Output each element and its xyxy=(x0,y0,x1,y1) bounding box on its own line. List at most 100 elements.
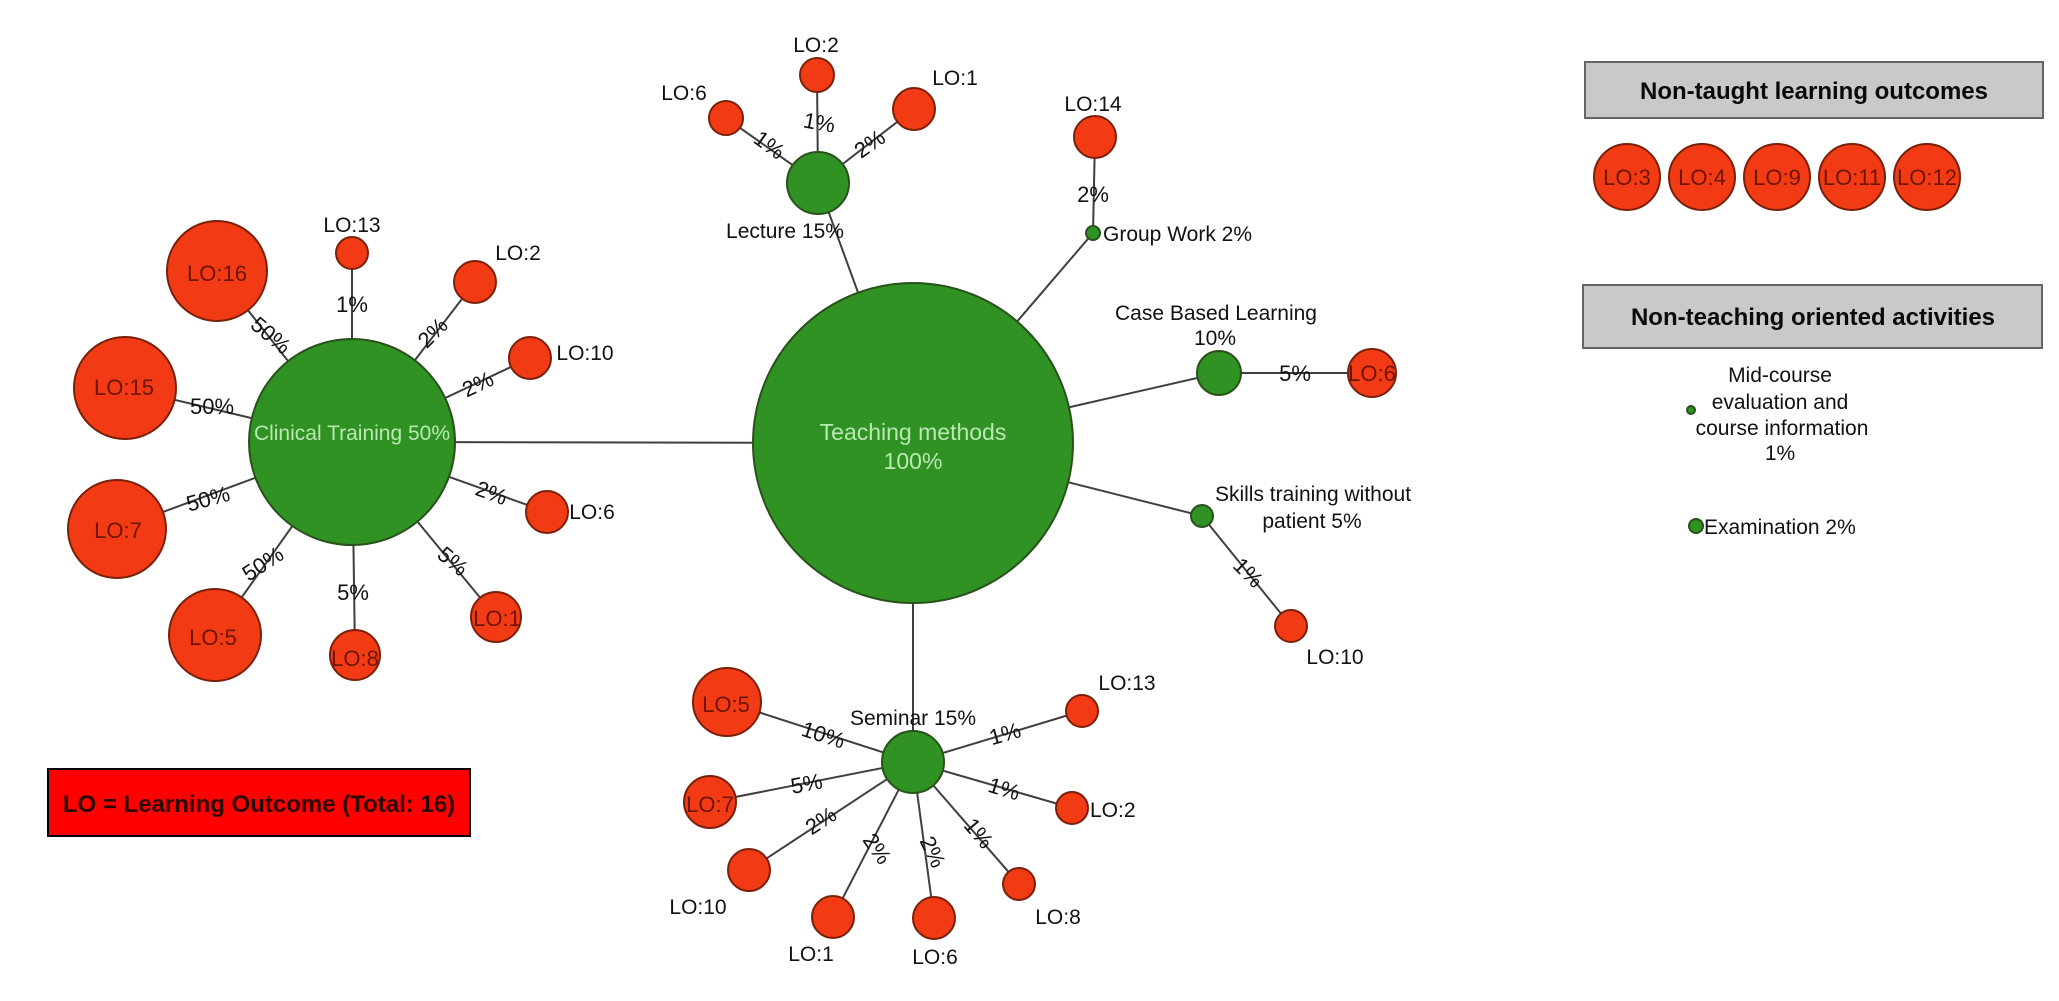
legend: LO = Learning Outcome (Total: 16) xyxy=(47,768,471,837)
label-lecture-lo1: LO:1 xyxy=(932,67,978,90)
node-clinical-lo10 xyxy=(508,336,552,380)
weight-lecture-lo1: 2% xyxy=(850,124,890,163)
node-teaching-methods xyxy=(752,282,1074,604)
label-nontaught-lo4: LO:4 xyxy=(1678,165,1726,190)
label-seminar-lo5: LO:5 xyxy=(702,692,750,717)
node-nontaught-lo9 xyxy=(1743,143,1811,211)
non-teaching-panel: Non-teaching oriented activities Mid-cou… xyxy=(1582,284,2043,539)
weight-seminar-lo8: 1% xyxy=(959,813,999,853)
label-nontaught-lo11: LO:11 xyxy=(1823,165,1881,190)
node-seminar-lo2 xyxy=(1055,791,1089,825)
label-seminar-lo10: LO:10 xyxy=(669,896,726,919)
label-seminar-lo7: LO:7 xyxy=(686,792,734,817)
label-teaching-methods-line1: Teaching methods xyxy=(820,419,1007,445)
node-seminar xyxy=(881,730,945,794)
node-lecture-lo6 xyxy=(708,100,744,136)
node-casebased-lo6 xyxy=(1347,348,1397,398)
label-group-work: Group Work 2% xyxy=(1103,223,1252,246)
edge-skills-lo10 xyxy=(1201,515,1292,627)
node-clinical-lo13 xyxy=(335,236,369,270)
node-lecture-lo2 xyxy=(799,57,835,93)
label-seminar-lo13: LO:13 xyxy=(1098,672,1155,695)
weight-casebased-lo6: 5% xyxy=(1279,361,1311,386)
weight-seminar-lo2: 1% xyxy=(985,772,1023,805)
label-nontaught-lo12: LO:12 xyxy=(1897,165,1957,190)
weight-seminar-lo6: 2% xyxy=(915,832,951,871)
weight-clinical-lo10: 2% xyxy=(458,366,497,402)
node-clinical-lo16 xyxy=(166,220,268,322)
label-clinical-lo13: LO:13 xyxy=(323,214,380,237)
node-seminar-lo5 xyxy=(692,667,762,737)
node-seminar-lo7 xyxy=(683,775,737,829)
label-lecture-lo2: LO:2 xyxy=(793,34,839,57)
non-teaching-header-label: Non-teaching oriented activities xyxy=(1631,304,1995,331)
label-skills-line2: patient 5% xyxy=(1262,510,1361,533)
weight-seminar-lo10: 2% xyxy=(801,802,841,840)
weight-clinical-lo7: 50% xyxy=(184,481,233,517)
label-skills-line1: Skills training without xyxy=(1215,483,1411,506)
label-examination: Examination 2% xyxy=(1704,516,1856,539)
label-lecture-lo6: LO:6 xyxy=(661,82,707,105)
node-seminar-lo1 xyxy=(811,895,855,939)
weight-seminar-lo5: 10% xyxy=(799,716,849,753)
weight-seminar-lo7: 5% xyxy=(789,768,825,799)
edge-seminar-lo7 xyxy=(709,761,914,803)
legend-label: LO = Learning Outcome (Total: 16) xyxy=(63,791,455,818)
node-group-work xyxy=(1085,225,1101,241)
non-teaching-header-box xyxy=(1582,284,2043,349)
node-clinical-lo6 xyxy=(525,490,569,534)
nodes xyxy=(67,57,1961,940)
label-midcourse-line3: course information xyxy=(1696,417,1869,440)
label-case-based-line1: Case Based Learning xyxy=(1115,302,1317,325)
node-groupwork-lo14 xyxy=(1073,115,1117,159)
label-skills-lo10: LO:10 xyxy=(1306,646,1363,669)
weight-lecture-lo2: 1% xyxy=(801,108,837,138)
node-clinical-training xyxy=(248,338,456,546)
label-nontaught-lo9: LO:9 xyxy=(1753,165,1801,190)
node-seminar-lo10 xyxy=(727,848,771,892)
weight-seminar-lo1: 2% xyxy=(858,829,897,869)
weight-clinical-lo5: 50% xyxy=(238,541,289,586)
label-seminar-lo8: LO:8 xyxy=(1035,906,1081,929)
weight-groupwork-lo14: 2% xyxy=(1077,182,1109,207)
weight-clinical-lo15: 50% xyxy=(190,394,234,419)
node-seminar-lo8 xyxy=(1002,867,1036,901)
node-examination-dot xyxy=(1688,518,1704,534)
non-taught-panel: Non-taught learning outcomes LO:3 LO:4 L… xyxy=(1584,61,2044,190)
edge-seminar-lo10 xyxy=(748,761,914,871)
node-case-based-learning xyxy=(1196,350,1242,396)
label-casebased-lo6: LO:6 xyxy=(1348,361,1396,386)
label-case-based-line2: 10% xyxy=(1194,327,1236,350)
node-clinical-lo5 xyxy=(168,588,262,682)
label-midcourse-line1: Mid-course xyxy=(1728,364,1832,387)
label-teaching-methods-line2: 100% xyxy=(884,448,943,474)
node-clinical-lo1 xyxy=(470,591,522,643)
label-clinical-lo1: LO:1 xyxy=(473,606,521,631)
label-clinical-lo5: LO:5 xyxy=(189,625,237,650)
node-midcourse-dot xyxy=(1686,405,1696,415)
label-clinical-lo7: LO:7 xyxy=(94,518,142,543)
label-midcourse-line2: evaluation and xyxy=(1712,391,1849,414)
node-clinical-lo8 xyxy=(329,629,381,681)
non-taught-header-label: Non-taught learning outcomes xyxy=(1640,78,1988,105)
node-seminar-lo6 xyxy=(912,896,956,940)
legend-red-box xyxy=(47,768,471,837)
label-nontaught-lo3: LO:3 xyxy=(1603,165,1651,190)
label-seminar-lo6: LO:6 xyxy=(912,946,958,969)
node-nontaught-lo4 xyxy=(1668,143,1736,211)
label-seminar-lo1: LO:1 xyxy=(788,943,834,966)
node-lecture xyxy=(786,151,850,215)
label-clinical-lo8: LO:8 xyxy=(331,646,379,671)
node-lecture-lo1 xyxy=(892,87,936,131)
weight-skills-lo10: 1% xyxy=(1228,553,1268,593)
label-groupwork-lo14: LO:14 xyxy=(1064,93,1122,116)
node-clinical-lo7 xyxy=(67,479,167,579)
weight-clinical-lo8: 5% xyxy=(337,580,369,605)
label-seminar: Seminar 15% xyxy=(850,707,976,730)
node-clinical-lo2 xyxy=(453,260,497,304)
label-clinical-lo6: LO:6 xyxy=(569,501,615,524)
weight-seminar-lo13: 1% xyxy=(986,717,1023,750)
label-clinical-lo2: LO:2 xyxy=(495,242,541,265)
